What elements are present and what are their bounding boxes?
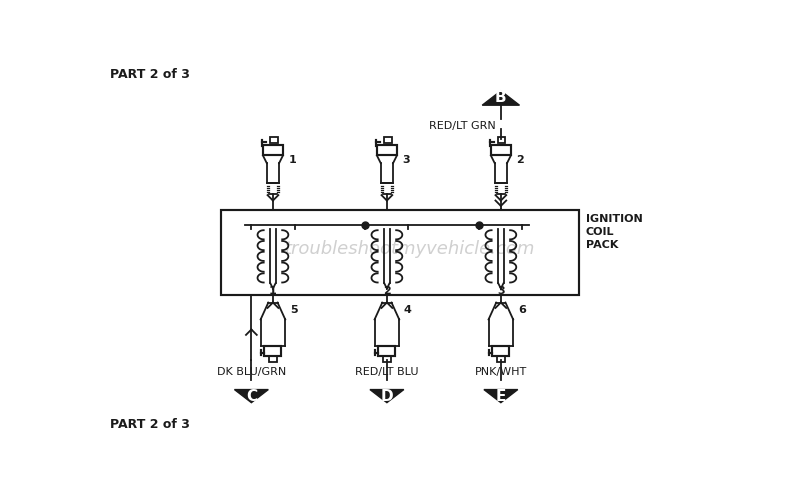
Text: RED/LT GRN: RED/LT GRN <box>430 121 496 131</box>
Bar <box>384 137 391 143</box>
Bar <box>265 346 282 356</box>
Text: PART 2 of 3: PART 2 of 3 <box>110 418 190 431</box>
Bar <box>270 137 278 143</box>
Text: 6: 6 <box>518 305 526 316</box>
Text: DK BLU/GRN: DK BLU/GRN <box>217 367 286 377</box>
Bar <box>491 144 511 156</box>
Polygon shape <box>482 91 519 105</box>
Polygon shape <box>484 390 518 402</box>
Text: D: D <box>381 388 394 404</box>
Text: 4: 4 <box>404 305 412 316</box>
Bar <box>383 356 390 362</box>
Polygon shape <box>234 390 268 402</box>
Text: C: C <box>246 388 257 404</box>
Bar <box>263 144 283 156</box>
Bar <box>269 356 277 362</box>
Text: 5: 5 <box>290 305 298 316</box>
Text: 2: 2 <box>516 155 524 165</box>
Bar <box>492 346 510 356</box>
Text: E: E <box>496 388 506 404</box>
Text: B: B <box>495 90 506 106</box>
Bar <box>222 210 579 295</box>
Text: RED/LT BLU: RED/LT BLU <box>355 367 418 377</box>
Bar <box>497 356 505 362</box>
Bar <box>377 144 397 156</box>
Text: 3: 3 <box>497 286 505 296</box>
Text: 2: 2 <box>383 286 390 296</box>
Text: 3: 3 <box>402 155 410 165</box>
Text: troubleshootmyvehicle.com: troubleshootmyvehicle.com <box>285 240 535 258</box>
Polygon shape <box>370 390 404 402</box>
Text: IGNITION
COIL
PACK: IGNITION COIL PACK <box>586 214 642 250</box>
Bar <box>378 346 395 356</box>
Bar <box>498 137 506 143</box>
Text: PNK/WHT: PNK/WHT <box>474 367 527 377</box>
Text: 1: 1 <box>269 286 277 296</box>
Text: 1: 1 <box>288 155 296 165</box>
Text: PART 2 of 3: PART 2 of 3 <box>110 68 190 80</box>
